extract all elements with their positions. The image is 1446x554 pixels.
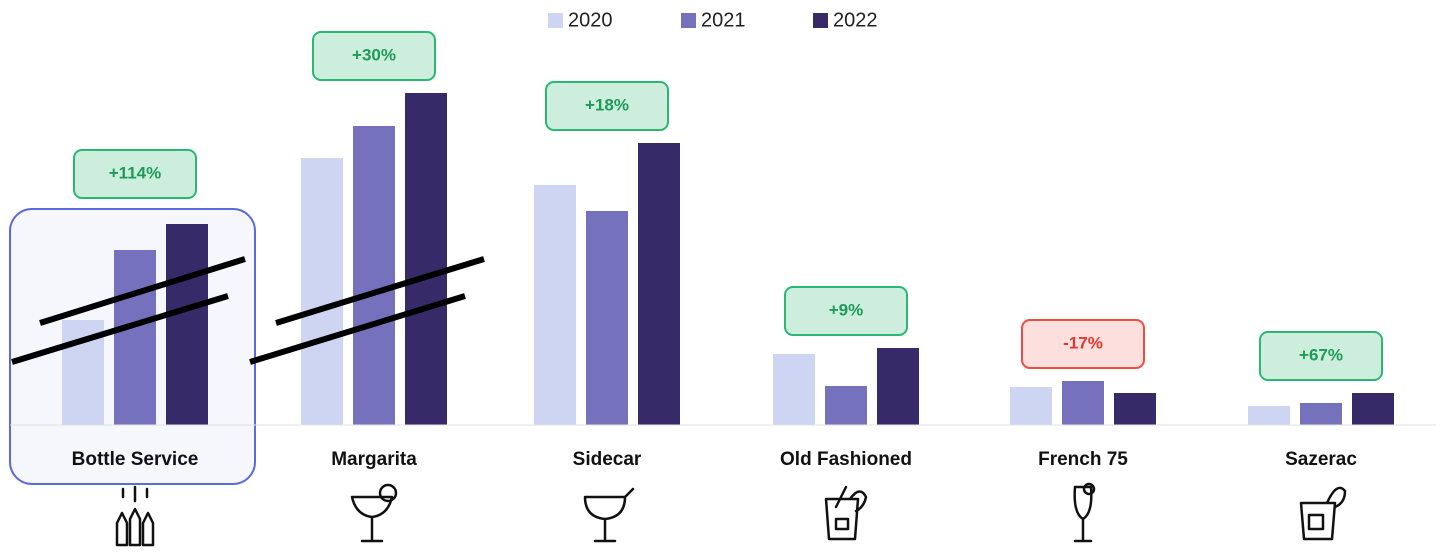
bar — [1352, 393, 1394, 425]
category-label: Sidecar — [573, 449, 642, 470]
icons — [115, 482, 1347, 547]
change-badge — [312, 31, 436, 81]
change-label: -17% — [1063, 333, 1103, 352]
legend-swatch — [681, 13, 696, 28]
change-badge — [1259, 331, 1383, 381]
bar — [405, 93, 447, 425]
bar — [825, 386, 867, 425]
bar — [877, 348, 919, 425]
bar — [1114, 393, 1156, 425]
legend-swatch — [548, 13, 563, 28]
bar — [534, 185, 576, 425]
change-label: +18% — [585, 95, 629, 114]
bar — [1248, 406, 1290, 425]
bar — [353, 126, 395, 425]
bar — [1010, 387, 1052, 425]
change-badge — [1021, 319, 1145, 369]
change-badge — [73, 149, 197, 199]
bar — [114, 250, 156, 425]
category-label: Sazerac — [1285, 449, 1357, 470]
bar — [1300, 403, 1342, 425]
category-label: Margarita — [331, 449, 417, 470]
change-badge — [545, 81, 669, 131]
bar — [586, 211, 628, 425]
axis-break — [11, 256, 485, 365]
category-label: French 75 — [1038, 449, 1128, 470]
bar — [773, 354, 815, 425]
change-label: +114% — [109, 163, 161, 182]
legend-swatch — [813, 13, 828, 28]
category-label: Old Fashioned — [780, 449, 912, 470]
category-label: Bottle Service — [72, 449, 199, 470]
change-badge — [784, 286, 908, 336]
legend-label: 2022 — [833, 9, 878, 31]
legend-label: 2020 — [568, 9, 613, 31]
bar — [638, 143, 680, 425]
bar — [166, 224, 208, 425]
change-label: +9% — [829, 300, 864, 319]
change-label: +67% — [1299, 345, 1343, 364]
bar — [1062, 381, 1104, 425]
change-label: +30% — [352, 45, 396, 64]
legend-label: 2021 — [701, 9, 746, 31]
bar — [301, 158, 343, 425]
